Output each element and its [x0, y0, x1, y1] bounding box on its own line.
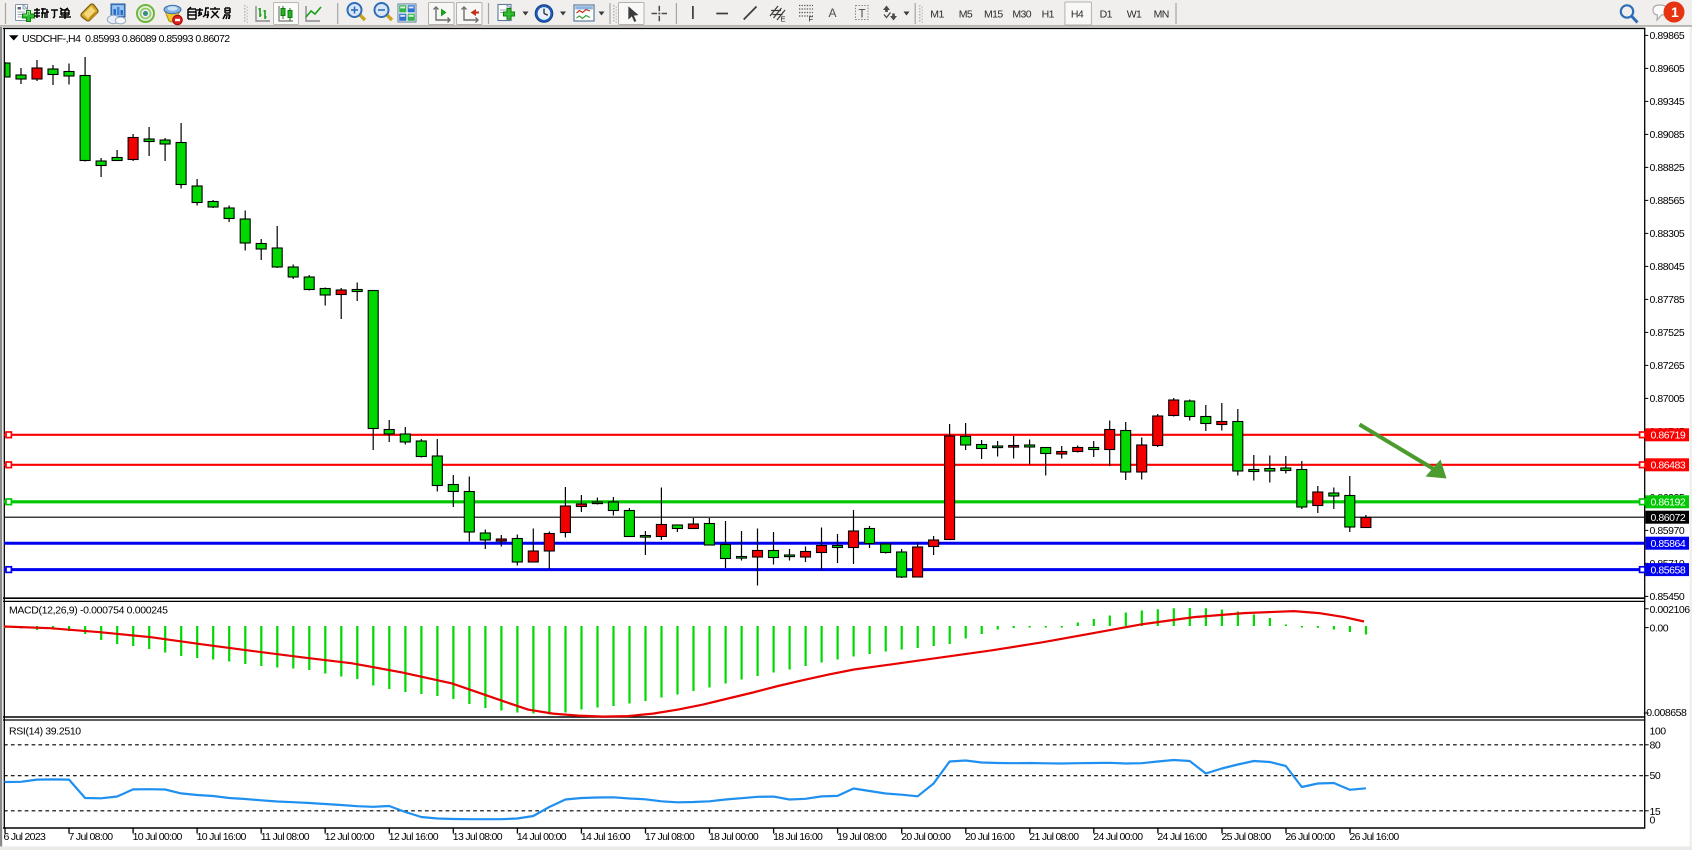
svg-text:50: 50 — [1650, 770, 1661, 782]
svg-text:20 Jul 16:00: 20 Jul 16:00 — [965, 831, 1015, 843]
svg-text:10 Jul 00:00: 10 Jul 00:00 — [133, 831, 183, 843]
svg-text:0.87265: 0.87265 — [1650, 360, 1685, 372]
svg-text:0.86483: 0.86483 — [1651, 460, 1686, 472]
svg-text:F: F — [809, 15, 814, 24]
svg-text:T: T — [859, 9, 866, 21]
svg-text:H4: H4 — [1071, 9, 1084, 21]
svg-text:0.85864: 0.85864 — [1651, 538, 1686, 550]
svg-text:W1: W1 — [1127, 9, 1142, 21]
svg-text:0: 0 — [1650, 815, 1656, 827]
svg-text:MACD(12,26,9) -0.000754 0.0002: MACD(12,26,9) -0.000754 0.000245 — [9, 605, 168, 617]
svg-text:A: A — [829, 6, 837, 20]
svg-text:26 Jul 00:00: 26 Jul 00:00 — [1286, 831, 1336, 843]
svg-text:24 Jul 00:00: 24 Jul 00:00 — [1093, 831, 1143, 843]
svg-text:MN: MN — [1154, 9, 1169, 21]
svg-text:0.89605: 0.89605 — [1650, 63, 1685, 75]
svg-text:0.87785: 0.87785 — [1650, 294, 1685, 306]
svg-text:14 Jul 16:00: 14 Jul 16:00 — [581, 831, 631, 843]
svg-text:10 Jul 16:00: 10 Jul 16:00 — [197, 831, 247, 843]
svg-text:0.87525: 0.87525 — [1650, 327, 1685, 339]
svg-text:25 Jul 08:00: 25 Jul 08:00 — [1222, 831, 1272, 843]
svg-text:0.88305: 0.88305 — [1650, 228, 1685, 240]
svg-text:USDCHF-,H4 0.85993 0.86089 0.: USDCHF-,H4 0.85993 0.86089 0.85993 0.860… — [22, 33, 230, 45]
svg-text:0.86192: 0.86192 — [1651, 497, 1686, 509]
svg-text:0.86719: 0.86719 — [1651, 430, 1686, 442]
svg-text:6 Jul 2023: 6 Jul 2023 — [4, 831, 46, 843]
svg-text:18 Jul 00:00: 18 Jul 00:00 — [709, 831, 759, 843]
svg-text:0.00: 0.00 — [1650, 623, 1669, 635]
svg-text:7 Jul 08:00: 7 Jul 08:00 — [69, 831, 114, 843]
svg-text:80: 80 — [1650, 740, 1661, 752]
svg-text:17 Jul 08:00: 17 Jul 08:00 — [645, 831, 695, 843]
svg-text:0.88565: 0.88565 — [1650, 195, 1685, 207]
svg-text:19 Jul 08:00: 19 Jul 08:00 — [837, 831, 887, 843]
svg-text:D1: D1 — [1100, 9, 1113, 21]
svg-text:0.88825: 0.88825 — [1650, 162, 1685, 174]
svg-text:0.002106: 0.002106 — [1650, 604, 1691, 616]
svg-text:M30: M30 — [1012, 9, 1031, 21]
svg-text:0.85450: 0.85450 — [1650, 591, 1685, 603]
svg-text:0.87005: 0.87005 — [1650, 393, 1685, 405]
svg-text:0.89345: 0.89345 — [1650, 96, 1685, 108]
svg-text:M5: M5 — [959, 9, 973, 21]
svg-text:H1: H1 — [1042, 9, 1055, 21]
svg-text:100: 100 — [1650, 726, 1667, 738]
svg-text:0.88045: 0.88045 — [1650, 261, 1685, 273]
svg-text:0.89085: 0.89085 — [1650, 129, 1685, 141]
svg-text:24 Jul 16:00: 24 Jul 16:00 — [1157, 831, 1207, 843]
svg-text:RSI(14) 39.2510: RSI(14) 39.2510 — [9, 726, 81, 738]
svg-text:0.86072: 0.86072 — [1651, 512, 1686, 524]
svg-text:13 Jul 08:00: 13 Jul 08:00 — [453, 831, 503, 843]
svg-text:0.85970: 0.85970 — [1650, 525, 1685, 537]
svg-text:12 Jul 16:00: 12 Jul 16:00 — [389, 831, 439, 843]
svg-text:M15: M15 — [984, 9, 1003, 21]
svg-text:E: E — [781, 15, 786, 24]
svg-text:0.89865: 0.89865 — [1650, 30, 1685, 42]
svg-text:18 Jul 16:00: 18 Jul 16:00 — [773, 831, 823, 843]
svg-text:14 Jul 00:00: 14 Jul 00:00 — [517, 831, 567, 843]
svg-text:26 Jul 16:00: 26 Jul 16:00 — [1350, 831, 1400, 843]
svg-text:1: 1 — [1671, 4, 1679, 20]
svg-text:0.85658: 0.85658 — [1651, 564, 1686, 576]
svg-text:12 Jul 00:00: 12 Jul 00:00 — [325, 831, 375, 843]
svg-text:15: 15 — [1650, 806, 1661, 818]
svg-text:11 Jul 08:00: 11 Jul 08:00 — [261, 831, 310, 843]
svg-text:20 Jul 00:00: 20 Jul 00:00 — [901, 831, 951, 843]
svg-text:-0.008658: -0.008658 — [1643, 707, 1687, 719]
svg-text:M1: M1 — [930, 9, 944, 21]
svg-text:21 Jul 08:00: 21 Jul 08:00 — [1029, 831, 1079, 843]
